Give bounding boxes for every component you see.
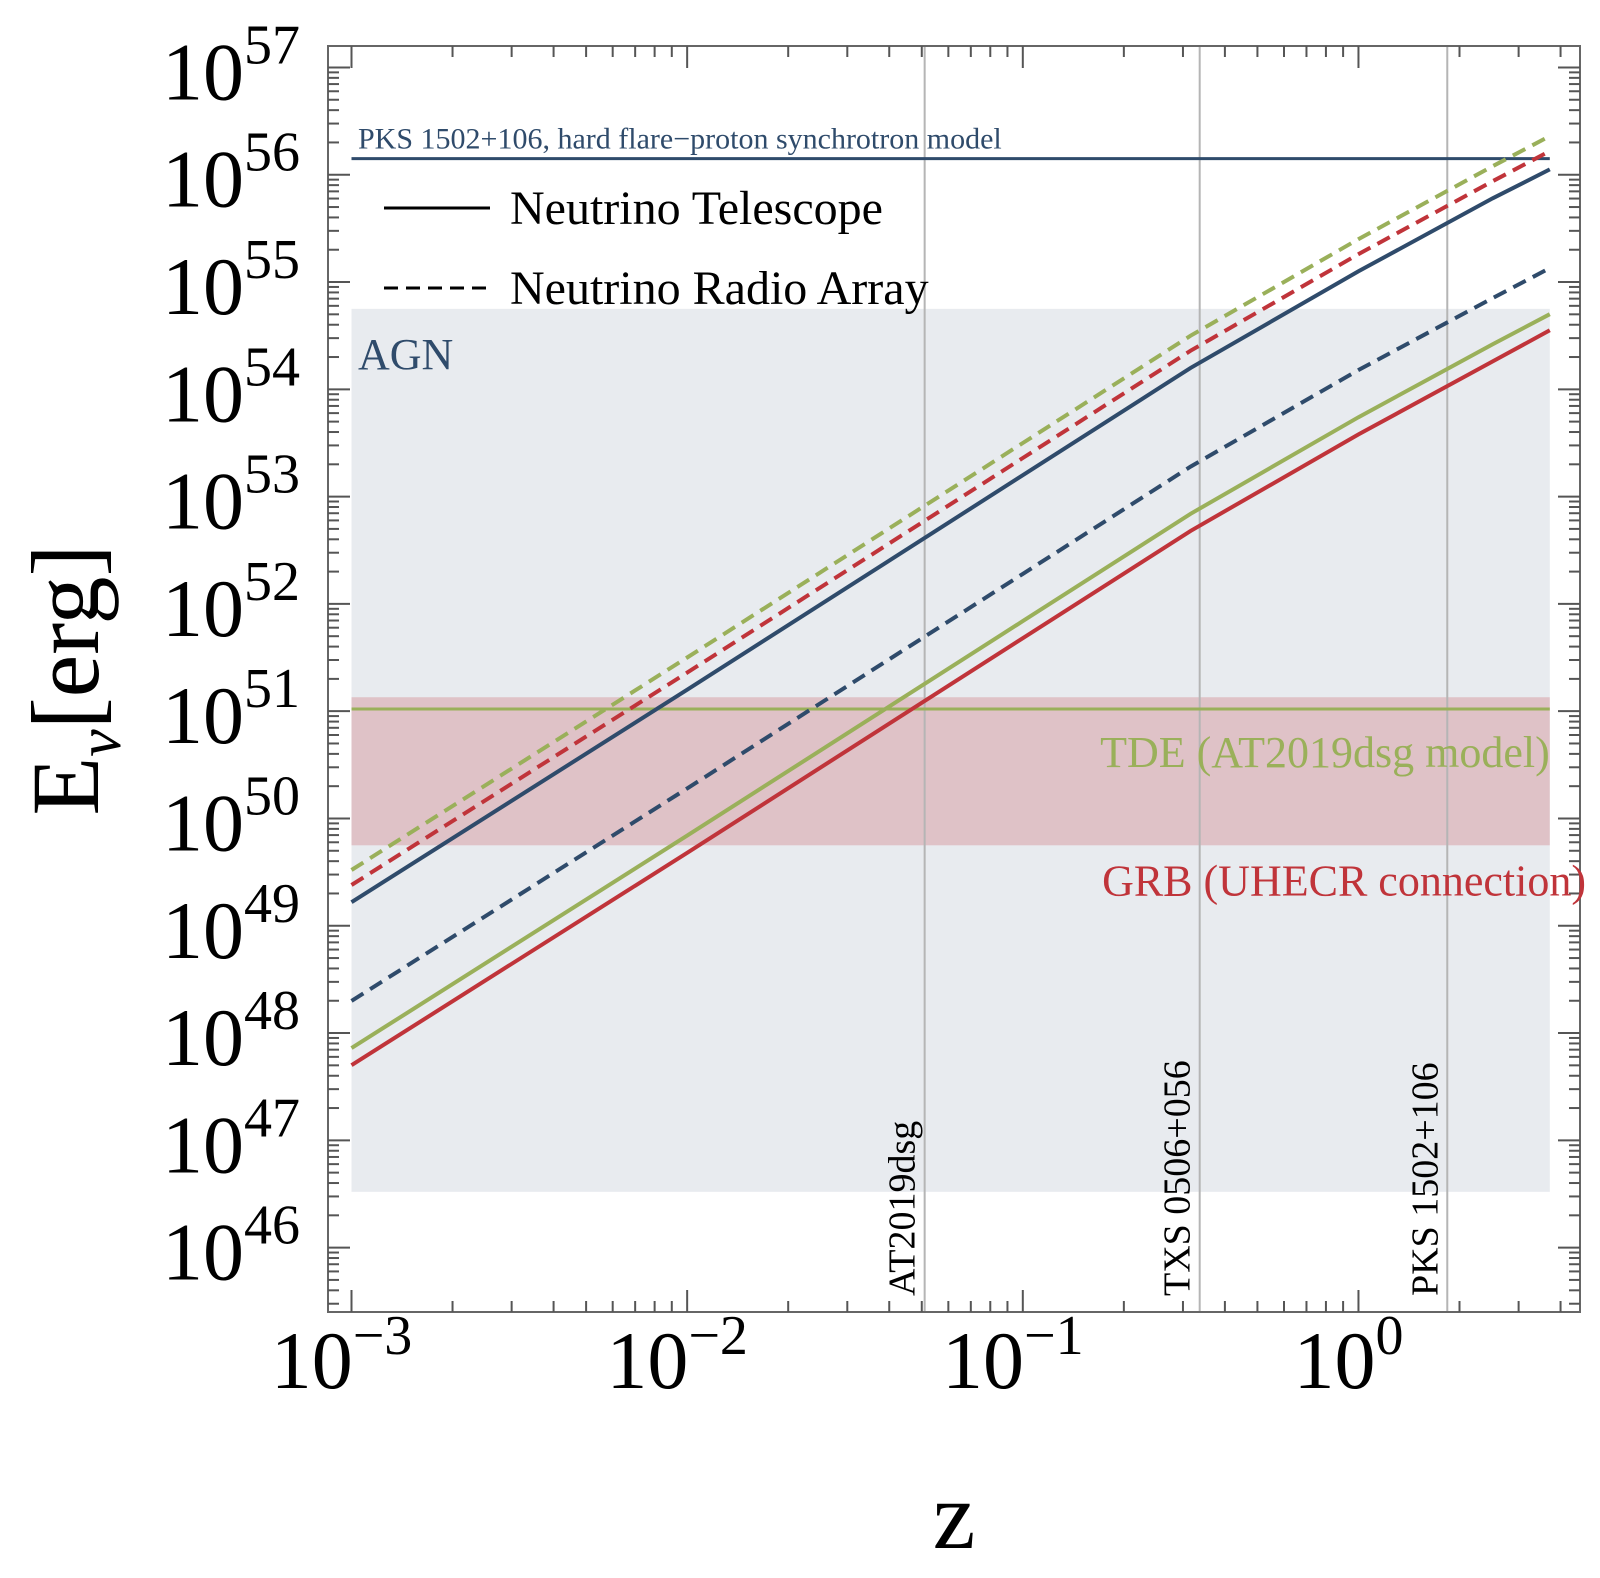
y-tick-base: 10 bbox=[162, 456, 244, 547]
y-tick-exponent: 54 bbox=[244, 336, 300, 398]
ticks-layer bbox=[328, 46, 1580, 1312]
series-line-5 bbox=[350, 149, 1551, 887]
y-tick-base: 10 bbox=[162, 992, 244, 1083]
tde-label: TDE (AT2019dsg model) bbox=[1100, 728, 1550, 777]
legend: Neutrino Telescope Neutrino Radio Array bbox=[384, 182, 929, 315]
y-tick-exponent: 57 bbox=[244, 14, 300, 76]
y-tick-exponent: 49 bbox=[244, 873, 300, 935]
y-tick-exponent: 47 bbox=[244, 1087, 300, 1149]
x-tick-exponent: −2 bbox=[688, 1305, 748, 1367]
model-lines-layer bbox=[351, 157, 1550, 711]
series-line-1 bbox=[350, 266, 1551, 1003]
y-tick-base: 10 bbox=[162, 670, 244, 761]
y-tick-base: 10 bbox=[162, 241, 244, 332]
y-tick-label-5: 1051 bbox=[162, 658, 300, 761]
x-tick-base: 10 bbox=[271, 1315, 353, 1406]
pks-model-label: PKS 1502+106, hard flare−proton synchrot… bbox=[358, 123, 1002, 156]
x-tick-exponent: −3 bbox=[353, 1305, 413, 1367]
legend-label-1: Neutrino Radio Array bbox=[510, 262, 929, 315]
x-tick-label-0: 10−3 bbox=[271, 1305, 413, 1406]
series-line-0 bbox=[350, 167, 1551, 904]
grb-label: GRB (UHECR connection) bbox=[1102, 856, 1586, 905]
x-tick-label-1: 10−2 bbox=[606, 1305, 748, 1406]
source-lines-layer bbox=[923, 46, 1449, 1312]
y-tick-label-6: 1052 bbox=[162, 551, 300, 654]
y-tick-base: 10 bbox=[162, 885, 244, 976]
y-tick-label-9: 1055 bbox=[162, 229, 300, 332]
y-tick-base: 10 bbox=[162, 26, 244, 117]
band-agn bbox=[351, 308, 1550, 1192]
series-line-3 bbox=[350, 134, 1551, 872]
y-axis-symbol: E bbox=[12, 757, 119, 816]
y-tick-label-3: 1049 bbox=[162, 873, 300, 976]
y-tick-exponent: 55 bbox=[244, 229, 300, 291]
y-tick-label-10: 1056 bbox=[162, 122, 300, 225]
series-line-4 bbox=[350, 328, 1551, 1067]
legend-label-0: Neutrino Telescope bbox=[510, 182, 883, 235]
x-tick-base: 10 bbox=[606, 1315, 688, 1406]
y-tick-exponent: 50 bbox=[244, 765, 300, 827]
x-axis-title: z bbox=[933, 1462, 976, 1569]
y-tick-base: 10 bbox=[162, 134, 244, 225]
y-tick-label-11: 1057 bbox=[162, 14, 300, 117]
y-tick-label-8: 1054 bbox=[162, 336, 300, 439]
y-tick-label-2: 1048 bbox=[162, 980, 300, 1083]
x-tick-base: 10 bbox=[942, 1315, 1024, 1406]
source-label-0: AT2019dsg bbox=[882, 1121, 924, 1296]
y-tick-exponent: 48 bbox=[244, 980, 300, 1042]
bands-layer bbox=[351, 308, 1550, 1192]
y-tick-base: 10 bbox=[162, 1207, 244, 1298]
y-axis-title: Eν[erg] bbox=[12, 545, 134, 816]
x-tick-exponent: 0 bbox=[1375, 1305, 1403, 1367]
y-tick-base: 10 bbox=[162, 348, 244, 439]
labels-layer: AT2019dsg TXS 0506+056 PKS 1502+106 PKS 150… bbox=[162, 14, 1586, 1406]
x-tick-label-3: 100 bbox=[1293, 1305, 1403, 1406]
series-layer bbox=[350, 134, 1551, 1067]
band-grb bbox=[351, 697, 1550, 846]
y-tick-exponent: 53 bbox=[244, 444, 300, 506]
y-tick-label-4: 1050 bbox=[162, 765, 300, 868]
source-label-1: TXS 0506+056 bbox=[1157, 1060, 1199, 1296]
agn-label: AGN bbox=[358, 330, 453, 379]
y-tick-label-0: 1046 bbox=[162, 1195, 300, 1298]
y-axis-subscript: ν bbox=[66, 729, 134, 757]
y-tick-base: 10 bbox=[162, 1099, 244, 1190]
y-tick-exponent: 52 bbox=[244, 551, 300, 613]
y-tick-exponent: 51 bbox=[244, 658, 300, 720]
x-tick-exponent: −1 bbox=[1024, 1305, 1084, 1367]
series-line-2 bbox=[350, 312, 1551, 1050]
y-tick-label-1: 1047 bbox=[162, 1087, 300, 1190]
x-tick-base: 10 bbox=[1293, 1315, 1375, 1406]
y-tick-base: 10 bbox=[162, 563, 244, 654]
x-tick-label-2: 10−1 bbox=[942, 1305, 1084, 1406]
y-tick-base: 10 bbox=[162, 777, 244, 868]
y-axis-unit: [erg] bbox=[12, 545, 119, 730]
y-tick-exponent: 46 bbox=[244, 1195, 300, 1257]
y-tick-label-7: 1053 bbox=[162, 444, 300, 547]
y-tick-exponent: 56 bbox=[244, 122, 300, 184]
source-label-2: PKS 1502+106 bbox=[1404, 1062, 1446, 1296]
